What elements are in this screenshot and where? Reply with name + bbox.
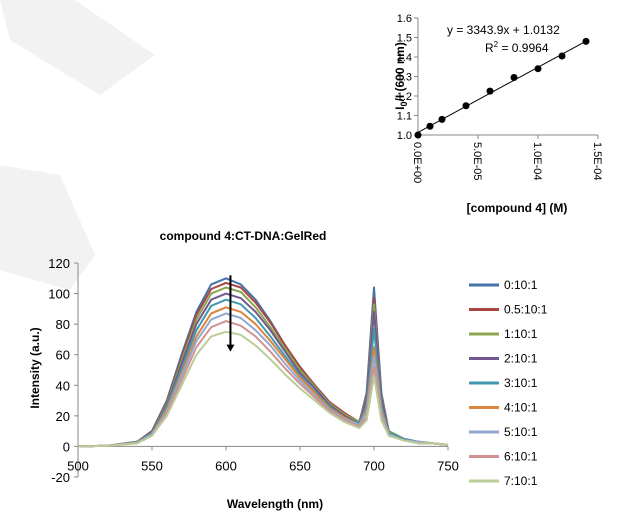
main-x-axis-label: Wavelength (nm) <box>227 497 323 511</box>
inset-y-tick-label: 1.6 <box>397 13 412 25</box>
inset-data-point <box>438 115 446 123</box>
inset-x-tick-label: 0.0E+00 <box>411 142 423 183</box>
legend-label: 4:10:1 <box>504 401 538 415</box>
main-x-tick-label: 700 <box>363 458 385 473</box>
legend-label: 0:10:1 <box>504 278 538 292</box>
main-x-tick-label: 650 <box>289 458 311 473</box>
main-y-tick-label: 100 <box>48 287 70 302</box>
legend-label: 7:10:1 <box>504 474 538 488</box>
inset-y-ticks: 1.0 1.1 1.2 1.3 1.4 1.5 1.6 <box>397 13 418 142</box>
main-y-tick-label: 120 <box>48 256 70 271</box>
legend-label: 1:10:1 <box>504 327 538 341</box>
main-x-tick-label: 550 <box>141 458 163 473</box>
main-y-tick-label: 20 <box>56 409 70 424</box>
inset-x-axis-label: [compound 4] (M) <box>467 201 568 215</box>
inset-y-tick-label: 1.2 <box>397 91 412 103</box>
main-y-tick-label: 60 <box>56 348 70 363</box>
main-y-ticks: -20 0 20 40 60 80 100 120 <box>48 256 78 485</box>
main-x-tick-label: 500 <box>67 458 89 473</box>
inset-y-tick-label: 1.5 <box>397 33 412 45</box>
main-chart-title: compound 4:CT-DNA:GelRed <box>160 229 327 243</box>
inset-y-axis-label: I0/I (600 nm) <box>393 42 409 110</box>
inset-data-point <box>462 102 470 110</box>
inset-trendline <box>417 40 587 133</box>
inset-y-tick-label: 1.3 <box>397 72 412 84</box>
inset-x-ticks: 0.0E+00 5.0E-05 1.0E-04 1.5E-04 <box>411 135 603 183</box>
legend-label: 2:10:1 <box>504 352 538 366</box>
inset-data-point <box>414 131 422 139</box>
inset-calibration-chart: 1.0 1.1 1.2 1.3 1.4 1.5 1.6 0.0E+00 5.0E-05 1.0E… <box>393 13 603 215</box>
legend-label: 0.5:10:1 <box>504 303 548 317</box>
main-x-tick-label: 750 <box>437 458 459 473</box>
inset-data-point <box>558 52 566 60</box>
inset-y-tick-label: 1.1 <box>397 111 412 123</box>
main-y-tick-label: 80 <box>56 317 70 332</box>
inset-data-point <box>534 65 542 73</box>
main-y-tick-label: -20 <box>51 470 70 485</box>
inset-data-point <box>582 37 590 45</box>
inset-x-tick-label: 1.5E-04 <box>591 142 603 181</box>
main-y-tick-label: 0 <box>63 439 70 454</box>
legend-label: 6:10:1 <box>504 450 538 464</box>
inset-y-tick-label: 1.4 <box>397 52 412 64</box>
series-line <box>77 320 449 448</box>
series-line <box>77 281 449 448</box>
inset-x-tick-label: 5.0E-05 <box>471 142 483 181</box>
inset-data-point <box>486 87 494 95</box>
background-watermark <box>0 0 155 290</box>
inset-equation: y = 3343.9x + 1.0132 <box>447 23 560 37</box>
main-series-lines <box>77 277 449 448</box>
main-y-axis-label: Intensity (a.u.) <box>28 327 42 408</box>
quenching-arrow <box>226 275 235 352</box>
inset-x-tick-label: 1.0E-04 <box>531 142 543 181</box>
main-x-tick-label: 600 <box>215 458 237 473</box>
main-legend: 0:10:1 0.5:10:1 1:10:1 2:10:1 3:10:1 4:10:1 5:… <box>469 278 548 488</box>
inset-data-points <box>414 37 590 139</box>
arrow-head <box>226 344 235 352</box>
inset-y-tick-label: 1.0 <box>397 130 412 142</box>
inset-data-point <box>510 73 518 81</box>
main-fluorescence-chart: compound 4:CT-DNA:GelRed -20 0 20 40 60 80 100… <box>28 229 548 511</box>
inset-data-point <box>426 122 434 130</box>
legend-label: 3:10:1 <box>504 376 538 390</box>
main-x-ticks: 500 550 600 650 700 750 <box>67 446 459 473</box>
series-line <box>77 330 449 448</box>
main-y-tick-label: 40 <box>56 378 70 393</box>
legend-label: 5:10:1 <box>504 425 538 439</box>
inset-r-squared: R2 = 0.9964 <box>485 40 549 55</box>
series-line <box>77 277 449 448</box>
